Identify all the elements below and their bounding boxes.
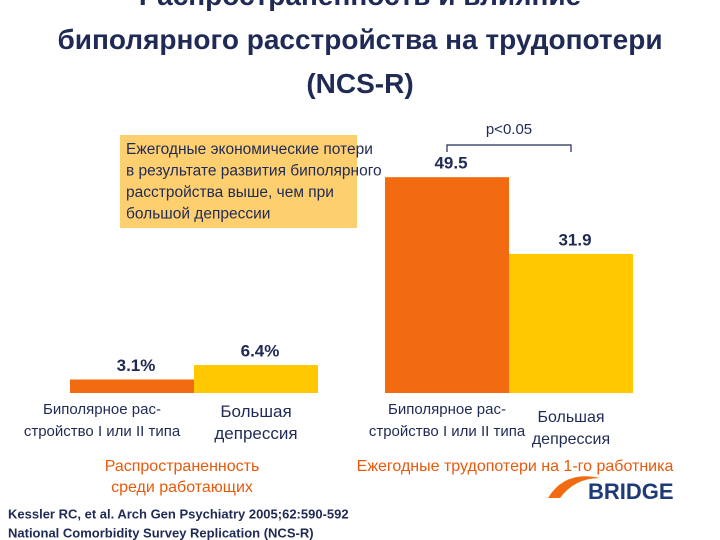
category-label: Биполярное рас-стройство I или II типа (24, 401, 181, 440)
bar (509, 253, 633, 393)
callout-text: Ежегодные экономические потери в результа… (126, 141, 382, 223)
slide-title: Распространенность и влияниебиполярного … (57, 0, 662, 99)
panel-title: Ежегодные трудопотери на 1-го работника (357, 458, 674, 475)
bar (194, 365, 318, 393)
value-label: 49.5 (434, 154, 467, 173)
bar (385, 177, 509, 393)
value-label: 3.1% (117, 356, 156, 375)
annotation: p<0.05 (486, 121, 532, 138)
category-label: Биполярное рас-стройство I или II типа (369, 401, 526, 440)
bar (70, 379, 194, 393)
panel-title: Распространенность среди работающих (105, 458, 260, 496)
source: Kessler RC, et al. Arch Gen Psychiatry 2… (8, 506, 349, 521)
source: National Comorbidity Survey Replication … (8, 525, 314, 540)
category-label: Большая депрессия (532, 409, 610, 448)
significance-bracket (446, 144, 572, 152)
value-label: 31.9 (558, 230, 591, 249)
logo: BRIDGE (588, 479, 674, 504)
value-label: 6.4% (241, 342, 280, 361)
callout-box (120, 135, 357, 228)
logo-swoosh (548, 476, 600, 498)
category-label: Большая депрессия (214, 402, 297, 443)
